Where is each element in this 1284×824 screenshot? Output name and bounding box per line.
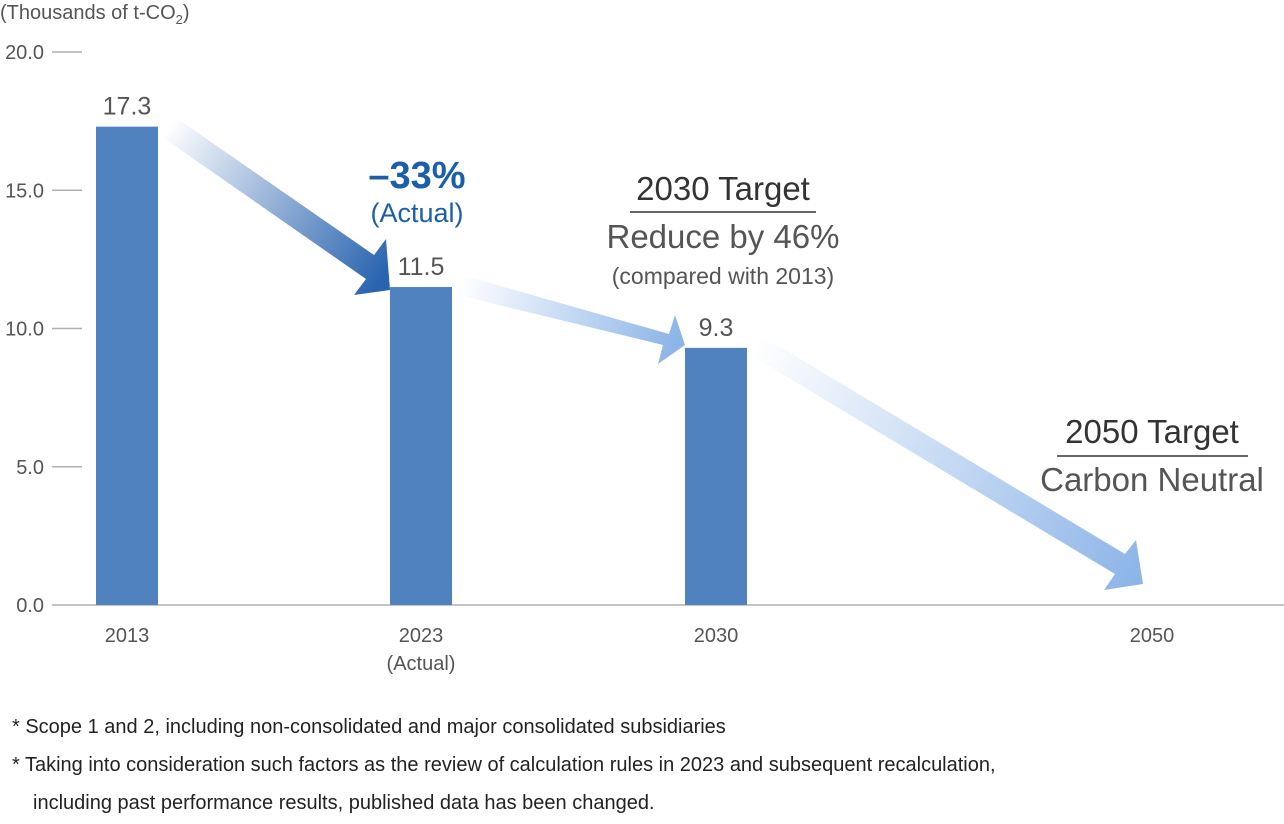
x-tick-sublabel-2023: (Actual) [387,653,456,675]
x-tick-label-2030: 2030 [694,625,739,647]
footnotes: * Scope 1 and 2, including non-consolida… [12,708,996,822]
target-2030-title: 2030 Target [636,170,810,207]
y-axis: 0.0 5.0 10.0 15.0 20.0 [5,42,82,617]
x-tick-label-2023: 2023 [399,625,444,647]
target-2030-line1: Reduce by 46% [607,218,840,255]
y-tick-label: 0.0 [16,595,44,617]
actual-change-percent: –33% [368,155,465,197]
trend-arrow-2013-2023 [165,117,390,295]
target-2030-line2: (compared with 2013) [612,263,834,289]
x-axis-labels: 2013 2023 (Actual) 2030 2050 [105,625,1175,675]
footnote-recalculation-cont: including past performance results, publ… [33,792,655,814]
x-tick-label-2050: 2050 [1130,625,1175,647]
footnote-scope: * Scope 1 and 2, including non-consolida… [12,716,726,738]
data-label-2030: 9.3 [699,314,734,342]
y-tick-label: 15.0 [5,180,44,202]
data-label-2013: 17.3 [103,93,152,121]
bars [96,126,747,605]
y-axis-unit-label: (Thousands of t-CO2) [0,2,190,27]
trend-arrow-2030-2050 [752,336,1143,590]
y-tick-label: 10.0 [5,319,44,341]
data-label-2023: 11.5 [398,253,445,281]
footnote-recalculation: * Taking into consideration such factors… [12,754,996,776]
y-tick-label: 20.0 [5,42,44,64]
target-2050-line1: Carbon Neutral [1040,461,1264,498]
bar-2030 [685,347,747,605]
bar-2013 [96,126,158,605]
trend-arrow-2023-2030 [458,275,685,364]
y-tick-label: 5.0 [16,457,44,479]
target-2050-title: 2050 Target [1065,413,1239,450]
actual-change-label: (Actual) [370,198,463,228]
data-labels: 17.3 11.5 9.3 [103,93,734,342]
x-tick-label-2013: 2013 [105,625,150,647]
emissions-chart: 0.0 5.0 10.0 15.0 20.0 17.3 11.5 9.3 2013 2023 (… [5,42,1284,675]
bar-2023 [390,287,452,605]
